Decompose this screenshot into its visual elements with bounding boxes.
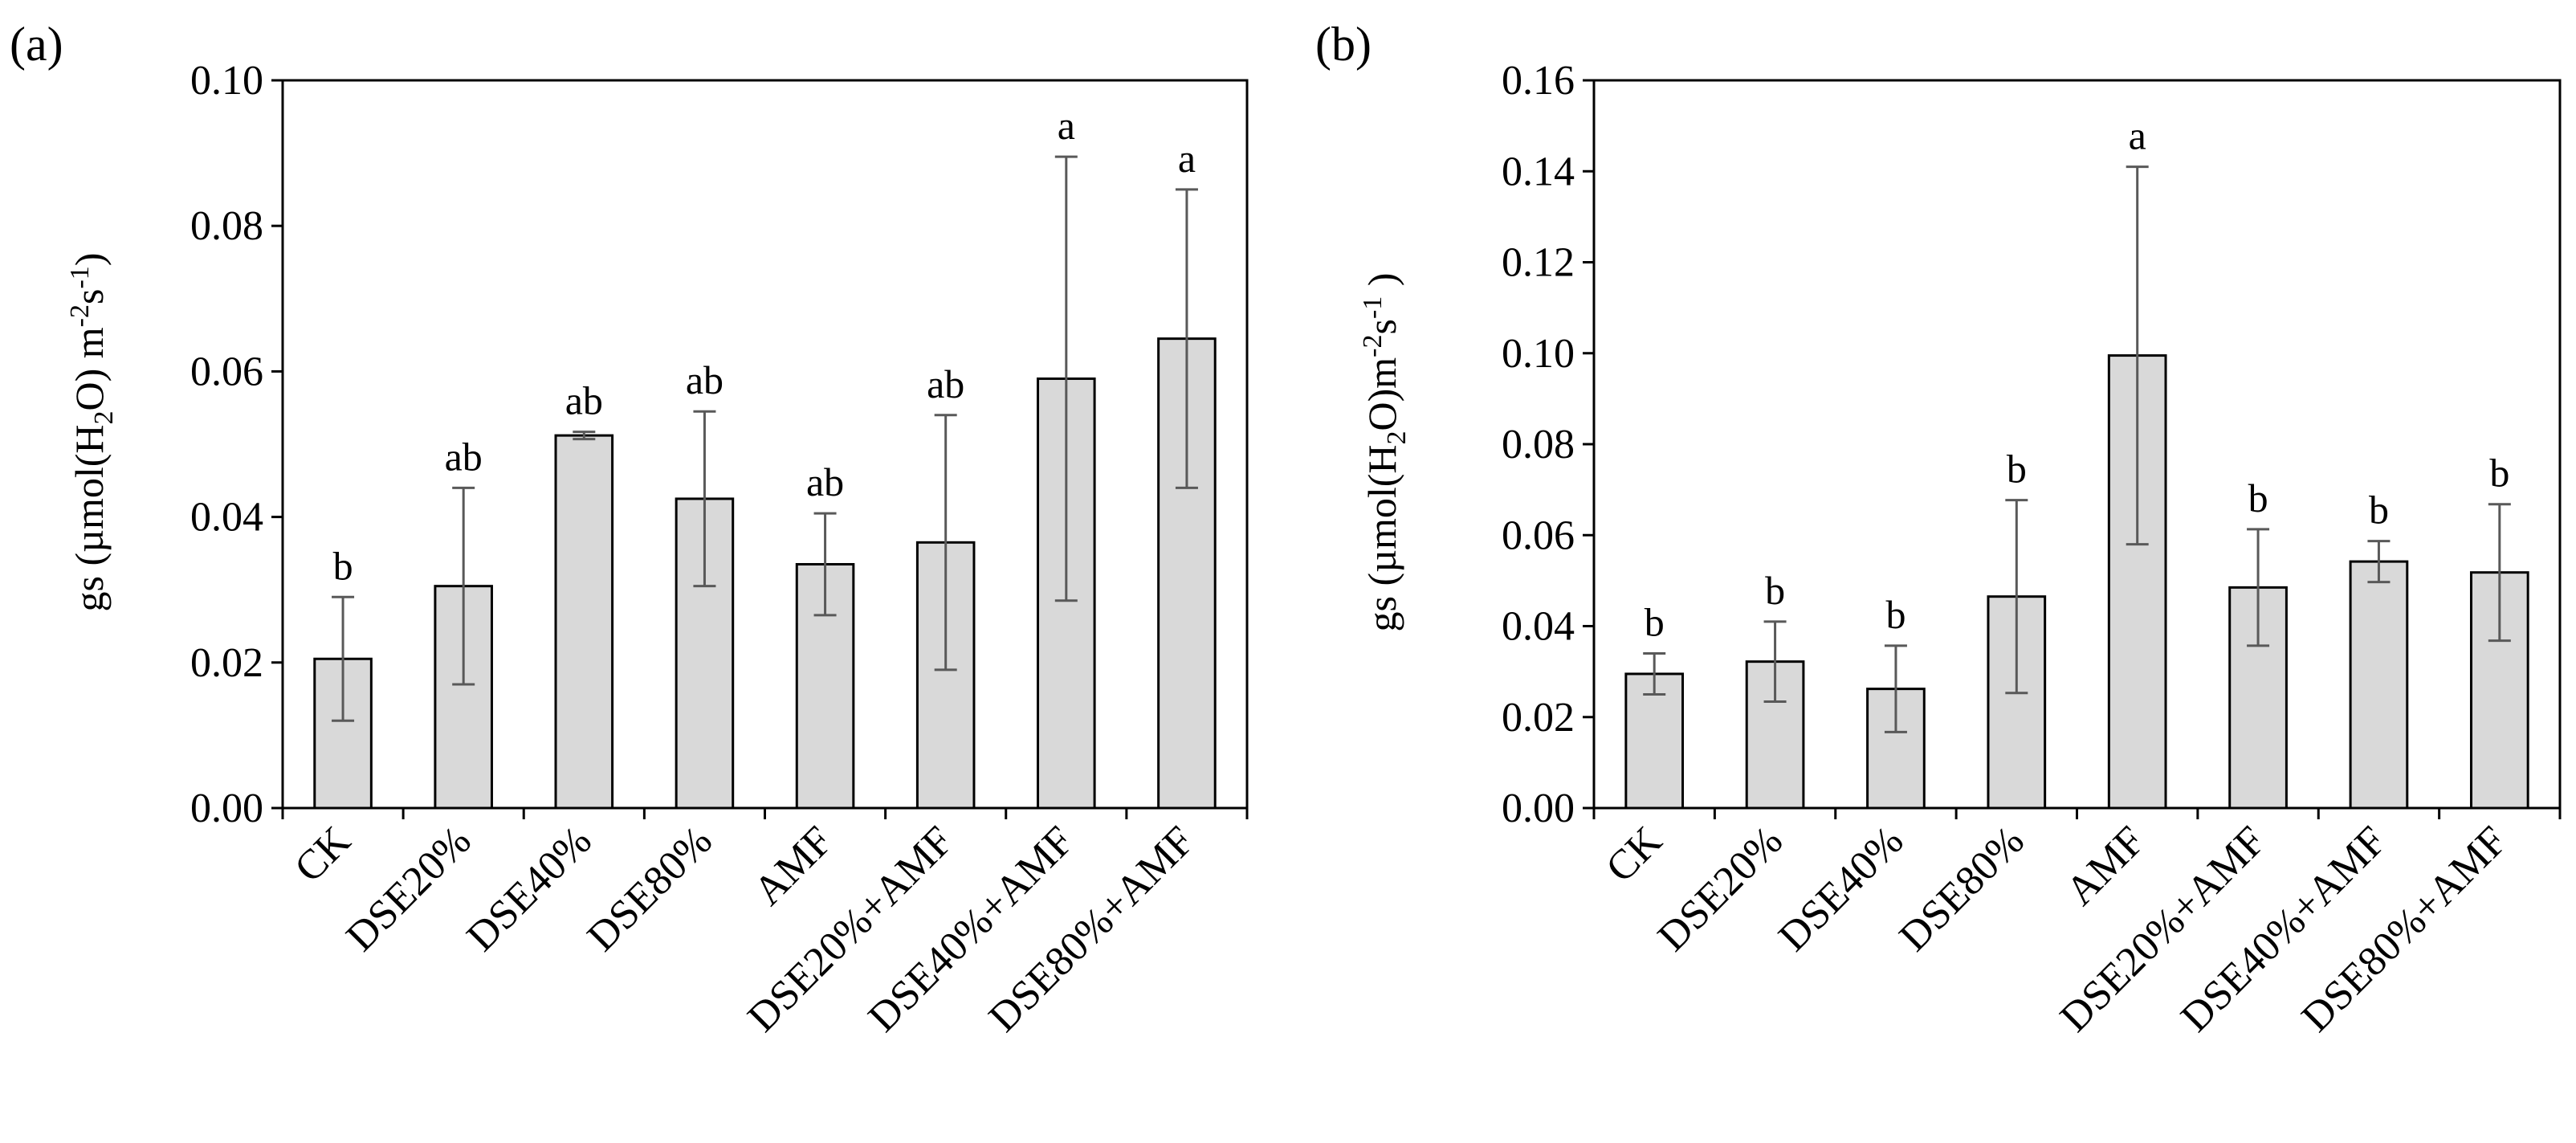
y-tick-label-a-1: 0.02 xyxy=(190,640,263,686)
category-label-b-2: DSE40% xyxy=(1770,818,1912,960)
sig-letter-b-6: b xyxy=(2369,488,2389,533)
y-axis-title-a-part1: gs (µmol(H xyxy=(67,424,112,611)
error-bar-b-0 xyxy=(1643,651,1666,696)
error-bar-a-1 xyxy=(452,486,475,686)
sig-letter-a-7: a xyxy=(1178,136,1196,181)
sig-letter-b-5: b xyxy=(2248,476,2268,520)
category-label-a-5: DSE20%+AMF xyxy=(740,818,963,1041)
y-axis-title-b-part1: gs (µmol(H xyxy=(1359,444,1404,631)
error-bar-a-7 xyxy=(1175,188,1198,489)
y-tick-label-a-0: 0.00 xyxy=(190,786,263,831)
y-axis-title-b: gs (µmol(H2O)m-2s-1 ) xyxy=(1358,273,1412,632)
y-axis-title-b-sub: 2 xyxy=(1382,431,1412,444)
category-label-b-3: DSE80% xyxy=(1891,818,2033,960)
sig-letter-b-7: b xyxy=(2489,451,2509,496)
bar-a-2 xyxy=(554,434,614,810)
sig-letter-a-5: ab xyxy=(927,361,964,406)
plot-frame-a xyxy=(281,79,1249,810)
sig-letter-b-2: b xyxy=(1885,592,1906,637)
sig-letter-a-4: ab xyxy=(806,459,844,504)
error-bar-a-5 xyxy=(934,414,957,672)
category-label-a-6: DSE40%+AMF xyxy=(860,818,1083,1041)
y-tick-label-a-4: 0.08 xyxy=(190,203,263,249)
category-label-a-4: AMF xyxy=(745,818,842,914)
y-tick-label-b-7: 0.14 xyxy=(1502,149,1575,194)
sig-letter-a-1: ab xyxy=(445,434,483,479)
category-label-a-3: DSE80% xyxy=(579,818,721,960)
y-axis-title-b-sup2: -1 xyxy=(1358,296,1388,319)
panel-label-b: (b) xyxy=(1315,18,1372,71)
y-axis-title-a-part2: O) m xyxy=(67,327,112,410)
sig-letter-a-3: ab xyxy=(686,357,723,402)
y-tick-label-b-3: 0.06 xyxy=(1502,512,1575,558)
sig-letter-b-4: a xyxy=(2129,113,2146,158)
y-tick-label-b-5: 0.10 xyxy=(1502,331,1575,377)
category-label-b-0: CK xyxy=(1597,818,1671,892)
y-axis-title-b-part4: ) xyxy=(1359,273,1404,296)
error-bar-b-3 xyxy=(2005,499,2028,695)
error-bar-a-4 xyxy=(813,512,837,617)
y-tick-label-b-6: 0.12 xyxy=(1502,240,1575,286)
chart-panel-a: (a) gs (µmol(H2O) m-2s-1) 0.00 0.02 0.04 0.… xyxy=(10,18,1249,1041)
chart-panel-b: (b) gs (µmol(H2O)m-2s-1 ) 0.00 0.02 0.04 0.… xyxy=(1315,18,2562,1041)
error-bar-b-6 xyxy=(2367,540,2391,584)
error-bar-b-4 xyxy=(2126,165,2149,546)
y-axis-title-b-part3: s xyxy=(1359,319,1404,334)
y-tick-label-b-2: 0.04 xyxy=(1502,604,1575,650)
category-label-b-7: DSE80%+AMF xyxy=(2293,818,2517,1041)
error-bar-b-5 xyxy=(2247,528,2270,647)
category-label-b-4: AMF xyxy=(2057,818,2154,914)
panel-label-a: (a) xyxy=(10,18,63,71)
error-bar-a-0 xyxy=(332,595,355,722)
y-axis-title-a-sup1: -2 xyxy=(65,304,95,327)
y-axis-title-a-sup2: -1 xyxy=(65,266,95,288)
y-axis-title-a-part3: s xyxy=(67,289,112,304)
error-bar-b-1 xyxy=(1763,620,1787,703)
category-label-a-2: DSE40% xyxy=(459,818,601,960)
sig-letter-a-0: b xyxy=(333,543,353,588)
y-axis-title-b-part2: O)m xyxy=(1359,357,1404,431)
y-tick-label-b-4: 0.08 xyxy=(1502,422,1575,467)
sig-letter-b-1: b xyxy=(1765,568,1785,613)
y-tick-label-a-5: 0.10 xyxy=(190,58,263,104)
y-axis-title-b-sup1: -2 xyxy=(1358,335,1388,357)
category-label-a-7: DSE80%+AMF xyxy=(980,818,1204,1041)
category-label-b-5: DSE20%+AMF xyxy=(2052,818,2275,1041)
error-bar-a-3 xyxy=(693,410,716,588)
plot-frame-b xyxy=(1592,79,2562,810)
y-tick-label-a-3: 0.06 xyxy=(190,349,263,394)
y-tick-label-b-0: 0.00 xyxy=(1502,786,1575,831)
bar-b-6 xyxy=(2349,560,2409,810)
error-bar-a-6 xyxy=(1054,155,1078,602)
y-tick-label-b-1: 0.02 xyxy=(1502,695,1575,741)
error-bar-b-7 xyxy=(2488,503,2511,643)
y-tick-label-a-2: 0.04 xyxy=(190,495,263,541)
sig-letter-b-0: b xyxy=(1645,599,1665,644)
error-bar-b-2 xyxy=(1884,644,1907,733)
y-tick-label-b-8: 0.16 xyxy=(1502,58,1575,104)
category-label-a-1: DSE20% xyxy=(337,818,479,960)
category-label-a-0: CK xyxy=(286,818,360,892)
category-label-b-1: DSE20% xyxy=(1649,818,1791,960)
y-axis-title-a-sub: 2 xyxy=(89,410,119,424)
bar-b-0 xyxy=(1624,672,1685,810)
category-label-b-6: DSE40%+AMF xyxy=(2172,818,2395,1041)
error-bar-a-2 xyxy=(573,431,596,441)
y-axis-title-a: gs (µmol(H2O) m-2s-1) xyxy=(65,253,119,612)
y-axis-title-a-part4: ) xyxy=(67,253,112,267)
sig-letter-a-6: a xyxy=(1058,103,1075,148)
sig-letter-b-3: b xyxy=(2007,447,2027,492)
sig-letter-a-2: ab xyxy=(565,378,603,423)
